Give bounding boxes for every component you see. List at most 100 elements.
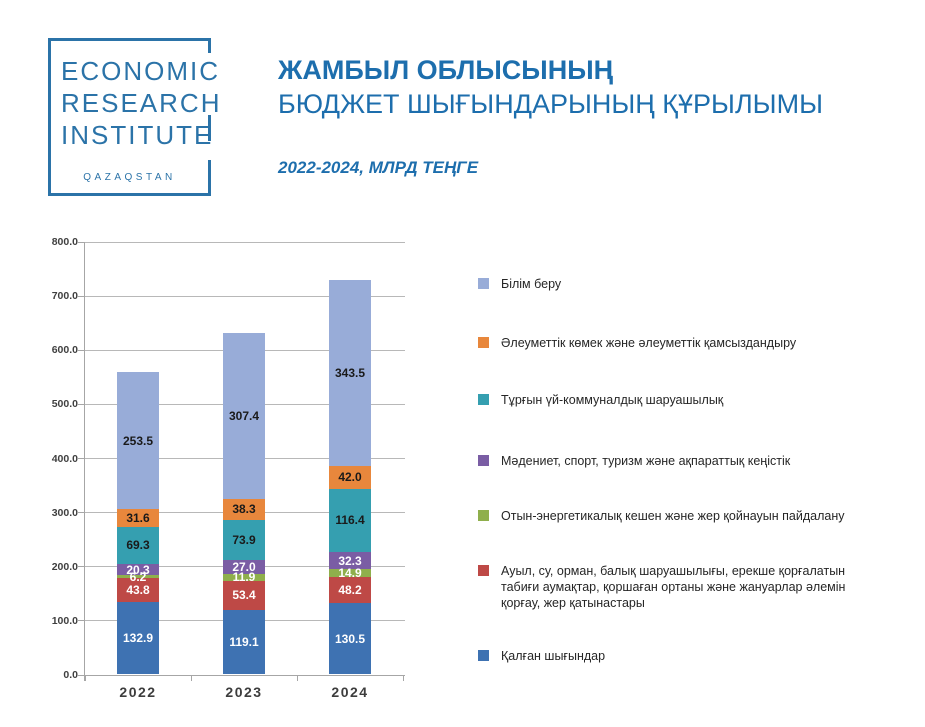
gridline [85, 295, 405, 297]
bar-segment-2024-series-6: 343.5 [329, 280, 371, 467]
legend-item: Ауыл, су, орман, балық шаруашылығы, ерек… [478, 563, 869, 611]
legend-label: Отын-энергетикалық кешен және жер қойнау… [501, 509, 845, 523]
bar-value-label: 42.0 [338, 470, 362, 485]
legend-swatch [478, 650, 489, 661]
y-axis-tick [77, 512, 85, 514]
logo-frame-right-segment [208, 160, 211, 196]
bar-value-label: 343.5 [334, 366, 366, 381]
bar-segment-2023-series-1: 53.4 [223, 580, 265, 610]
legend-label: Қалған шығындар [501, 649, 606, 663]
bar-value-label: 20.3 [126, 562, 150, 577]
bar-value-label: 69.3 [126, 538, 150, 553]
legend-label: Ауыл, су, орман, балық шаруашылығы, ерек… [501, 564, 846, 610]
x-axis-tick [402, 675, 404, 681]
page-title-line2: БЮДЖЕТ ШЫҒЫНДАРЫНЫҢ ҚҰРЫЛЫМЫ [278, 89, 823, 119]
legend-label: Білім беру [501, 277, 562, 291]
bar-segment-2023-series-2: 11.9 [223, 570, 265, 584]
x-axis-label-2022: 2022 [119, 684, 157, 700]
bar-value-label: 53.4 [232, 588, 256, 603]
legend-item: Әлеуметтік көмек және әлеуметтік қамсызд… [478, 335, 796, 351]
y-axis-tick [77, 566, 85, 568]
logo-line-economic: ECONOMIC [61, 56, 220, 86]
bar-value-label: 130.5 [334, 631, 366, 646]
logo-frame-right-segment [208, 38, 211, 53]
legend-label: Әлеуметтік көмек және әлеуметтік қамсызд… [501, 336, 797, 350]
bar-value-label: 11.9 [232, 570, 256, 585]
x-axis-tick [296, 675, 298, 681]
gridline [85, 674, 405, 676]
bar-segment-2022-series-6: 253.5 [117, 372, 159, 510]
y-axis-line [84, 242, 85, 681]
bar-segment-2022-series-4: 69.3 [117, 526, 159, 565]
legend-label: Тұрғын үй-коммуналдық шаруашылық [501, 393, 724, 407]
x-axis-label-2024: 2024 [331, 684, 369, 700]
legend-swatch [478, 455, 489, 466]
y-axis-tick-label: 200.0 [51, 560, 78, 573]
bar-segment-2024-series-3: 32.3 [329, 551, 371, 570]
y-axis-tick-label: 300.0 [51, 506, 78, 519]
logo-line-institute: INSTITUTE [61, 120, 214, 150]
organization-logo: ECONOMIC RESEARCH INSTITUTE QAZAQSTAN [48, 38, 219, 196]
bar-value-label: 31.6 [126, 511, 150, 525]
y-axis-tick [77, 403, 85, 405]
bar-segment-2023-series-3: 27.0 [223, 559, 265, 575]
bar-segment-2024-series-4: 116.4 [329, 488, 371, 552]
legend-item: Тұрғын үй-коммуналдық шаруашылық [478, 392, 723, 408]
legend-item: Мәдениет, спорт, туризм және ақпараттық … [478, 453, 790, 469]
y-axis-tick [77, 241, 85, 243]
bar-value-label: 253.5 [122, 433, 154, 448]
bar-segment-2024-series-5: 42.0 [329, 466, 371, 489]
stacked-bar-2024: 130.5 48.2 14.9 32.3 116.4 42.0 343.5 [329, 280, 371, 674]
bar-value-label: 73.9 [232, 532, 256, 547]
bar-segment-2024-series-0: 130.5 [329, 603, 371, 674]
y-axis-tick [77, 349, 85, 351]
bar-value-label: 119.1 [229, 634, 259, 649]
y-axis-tick-label: 600.0 [51, 344, 78, 357]
logo-line-research: RESEARCH [61, 88, 222, 118]
bar-value-label: 32.3 [338, 553, 362, 568]
legend-swatch [478, 565, 489, 576]
bar-segment-2022-series-0: 132.9 [117, 602, 159, 674]
bar-segment-2022-series-3: 20.3 [117, 562, 159, 577]
legend-swatch [478, 510, 489, 521]
legend-item: Отын-энергетикалық кешен және жер қойнау… [478, 508, 845, 524]
bar-segment-2023-series-5: 38.3 [223, 498, 265, 520]
bar-segment-2022-series-2: 6.2 [117, 570, 159, 584]
legend-swatch [478, 337, 489, 348]
bar-value-label: 116.4 [335, 513, 365, 528]
y-axis-tick-label: 400.0 [51, 452, 78, 465]
y-axis-tick-label: 100.0 [51, 614, 78, 627]
bar-segment-2022-series-1: 43.8 [117, 578, 159, 603]
legend-swatch [478, 394, 489, 405]
y-axis-tick-label: 700.0 [51, 290, 78, 303]
bar-value-label: 48.2 [338, 583, 362, 598]
x-axis-label-2023: 2023 [225, 684, 263, 700]
logo-wordmark: ECONOMIC RESEARCH INSTITUTE [61, 55, 221, 151]
stacked-bar-2023: 119.1 53.4 11.9 27.0 73.9 38.3 307.4 [223, 332, 265, 674]
y-axis-tick [77, 620, 85, 622]
y-axis-tick [77, 295, 85, 297]
bar-segment-2022-series-5: 31.6 [117, 509, 159, 527]
page-title-line1: ЖАМБЫЛ ОБЛЫСЫНЫҢ [278, 55, 614, 85]
legend-label: Мәдениет, спорт, туризм және ақпараттық … [501, 454, 791, 468]
bar-segment-2023-series-0: 119.1 [223, 609, 265, 674]
y-axis-tick [77, 458, 85, 459]
bar-value-label: 307.4 [228, 408, 260, 423]
x-axis-tick [84, 675, 86, 681]
logo-frame-right-segment [208, 115, 211, 141]
legend-item: Қалған шығындар [478, 648, 605, 664]
page-subtitle: 2022-2024, МЛРД ТЕҢГЕ [278, 158, 479, 177]
gridline [85, 241, 405, 243]
bar-segment-2023-series-4: 73.9 [223, 519, 265, 560]
logo-country-label: QAZAQSTAN [83, 172, 176, 183]
y-axis-tick [77, 674, 85, 676]
logo-frame [48, 38, 211, 196]
bar-segment-2023-series-6: 307.4 [223, 332, 265, 499]
y-axis-tick-label: 0.0 [63, 669, 78, 681]
bar-value-label: 132.9 [122, 631, 154, 646]
x-axis-tick [190, 675, 192, 681]
bar-value-label: 38.3 [232, 502, 256, 517]
stacked-bar-2022: 132.9 43.8 6.2 20.3 69.3 31.6 253.5 [117, 372, 159, 674]
legend-item: Білім беру [478, 276, 561, 292]
